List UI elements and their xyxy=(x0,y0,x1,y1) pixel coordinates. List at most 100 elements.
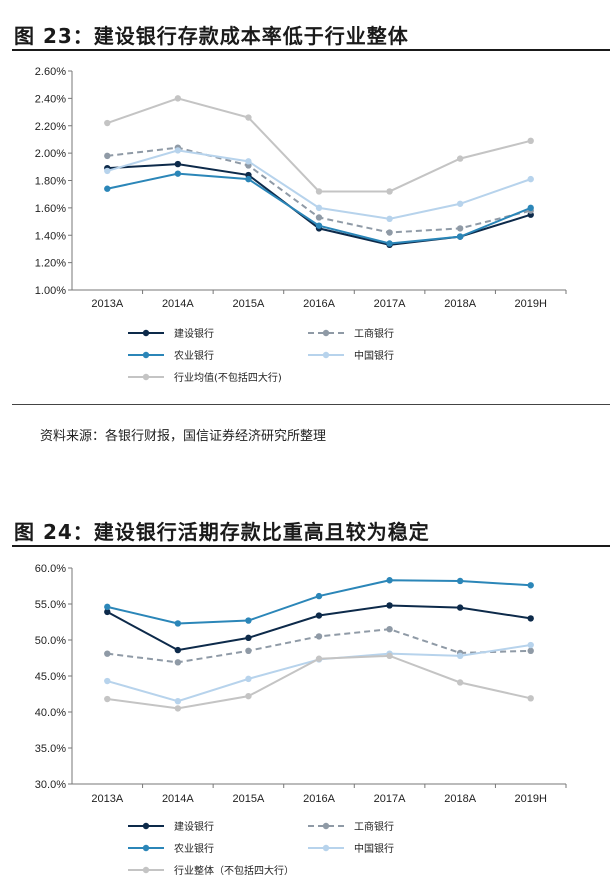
y-tick-label: 30.0% xyxy=(35,779,66,791)
figure-23-title-rule xyxy=(12,49,610,51)
series-0-point xyxy=(386,602,393,609)
x-tick-label: 2013A xyxy=(91,298,123,310)
series-4-point xyxy=(245,114,252,121)
series-4-point xyxy=(104,695,111,703)
legend-label-3: 中国银行 xyxy=(354,842,394,855)
x-tick-label: 2017A xyxy=(374,793,406,805)
legend-label-2: 农业银行 xyxy=(174,349,214,362)
x-tick-label: 2015A xyxy=(233,793,265,805)
legend-label-1: 工商银行 xyxy=(354,820,394,833)
x-tick-label: 2019H xyxy=(515,298,547,310)
series-3-point xyxy=(456,652,464,660)
series-1-point xyxy=(386,229,393,236)
series-1-point xyxy=(527,647,534,654)
series-line-0 xyxy=(106,604,531,652)
series-1-point xyxy=(104,650,111,657)
series-3-point xyxy=(456,200,464,207)
x-tick-label: 2017A xyxy=(374,298,406,310)
x-tick-label: 2016A xyxy=(303,793,335,805)
series-2-point xyxy=(527,582,534,589)
series-3-point xyxy=(245,158,252,165)
series-4-point xyxy=(174,705,182,712)
series-4-point xyxy=(315,655,323,662)
figure-23-source: 资料来源：各银行财报，国信证券经济研究所整理 xyxy=(40,429,327,444)
x-tick-label: 2014A xyxy=(162,298,194,310)
legend-label-2: 农业银行 xyxy=(174,842,214,855)
series-2-point xyxy=(174,170,182,177)
chart-24: 30.0% 35.0% 40.0% 45.0% 50.0% 55.0% 60.0% 2013A… xyxy=(35,563,567,877)
series-4-point xyxy=(245,692,252,700)
series-4-point xyxy=(315,188,323,195)
legend-marker-2 xyxy=(142,351,150,359)
legend-marker-2 xyxy=(142,844,150,852)
series-2-point xyxy=(315,222,323,229)
series-2-point xyxy=(245,617,252,624)
series-2-point xyxy=(245,175,252,183)
series-2-point xyxy=(104,185,111,192)
x-tick-label: 2013A xyxy=(91,793,123,805)
series-line-4 xyxy=(106,97,531,193)
series-2-point xyxy=(104,603,111,611)
series-line-4 xyxy=(107,654,531,710)
series-0-point xyxy=(456,604,464,611)
legend-label-4: 行业均值(不包括四大行) xyxy=(174,371,282,384)
series-3-point xyxy=(174,698,182,705)
y-tick-label: 40.0% xyxy=(35,707,66,719)
series-4-point xyxy=(386,188,393,195)
series-3-point xyxy=(527,175,534,183)
series-1-point xyxy=(386,626,393,633)
legend-marker-3 xyxy=(322,351,330,359)
y-tick-label: 60.0% xyxy=(35,563,66,575)
series-4-point xyxy=(456,155,464,162)
y-tick-label: 2.20% xyxy=(35,121,66,133)
legend-label-1: 工商银行 xyxy=(354,327,394,340)
x-tick-label: 2018A xyxy=(444,793,476,805)
legend-label-0: 建设银行 xyxy=(174,327,214,340)
series-4-point xyxy=(386,652,393,660)
y-tick-label: 1.20% xyxy=(35,258,66,270)
series-1-point xyxy=(174,659,182,666)
series-3-point xyxy=(104,167,111,175)
x-tick-label: 2019H xyxy=(515,793,547,805)
legend-label-4: 行业整体（不包括四大行） xyxy=(174,864,294,877)
y-tick-label: 2.00% xyxy=(35,148,66,160)
figure-24-title: 图 24：建设银行活期存款比重高且较为稳定 xyxy=(14,520,430,544)
y-tick-label: 1.80% xyxy=(35,176,66,188)
series-1-point xyxy=(315,633,323,640)
series-0-point xyxy=(174,160,182,168)
series-line-3 xyxy=(107,644,531,703)
series-2-point xyxy=(456,233,464,240)
x-tick-label: 2016A xyxy=(303,298,335,310)
figure-23-title: 图 23：建设银行存款成本率低于行业整体 xyxy=(14,24,409,48)
legend-label-0: 建设银行 xyxy=(174,820,214,833)
legend-marker-4 xyxy=(142,866,150,874)
y-tick-label: 1.60% xyxy=(35,203,66,215)
series-4-point xyxy=(527,695,534,702)
series-2-point xyxy=(386,577,393,584)
series-0-point xyxy=(527,615,534,622)
series-3-point xyxy=(245,675,252,683)
figure-24-title-rule xyxy=(12,545,610,547)
series-2-point xyxy=(315,592,323,600)
series-0-point xyxy=(315,612,323,619)
series-2-point xyxy=(456,577,464,585)
legend-marker-1 xyxy=(322,329,330,337)
y-tick-label: 1.40% xyxy=(35,230,66,242)
series-2-point xyxy=(527,204,534,212)
series-0-point xyxy=(174,646,182,654)
legend-marker-0 xyxy=(142,329,150,337)
series-0-point xyxy=(245,634,252,642)
series-3-point xyxy=(527,641,534,649)
series-1-point xyxy=(245,647,252,654)
series-4-point xyxy=(527,137,534,145)
series-0-point xyxy=(104,608,111,616)
series-3-point xyxy=(315,204,323,212)
legend-label-3: 中国银行 xyxy=(354,349,394,362)
y-tick-label: 35.0% xyxy=(35,743,66,755)
legend-marker-3 xyxy=(322,844,330,852)
legend-marker-0 xyxy=(142,822,150,830)
series-1-point xyxy=(456,225,464,232)
y-tick-label: 45.0% xyxy=(35,671,66,683)
y-tick-label: 50.0% xyxy=(35,635,66,647)
series-4-point xyxy=(174,95,182,102)
